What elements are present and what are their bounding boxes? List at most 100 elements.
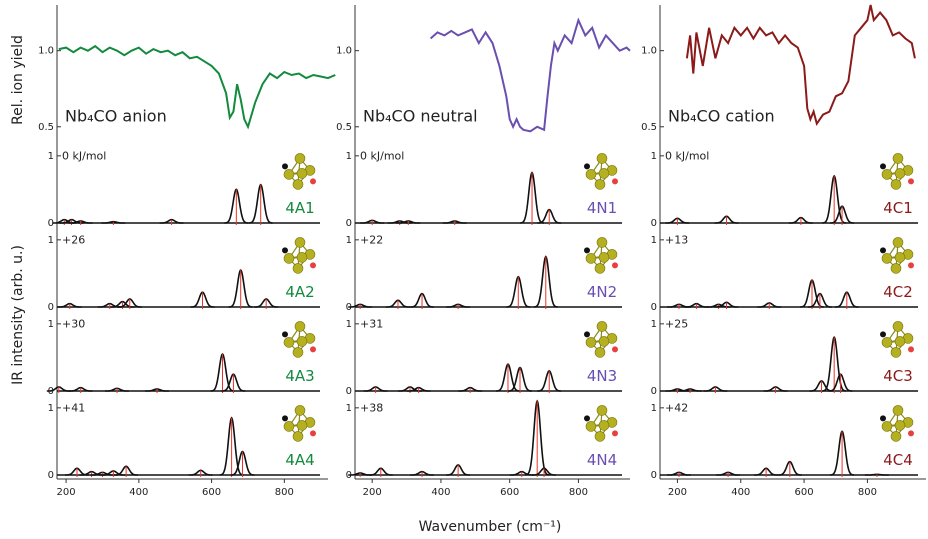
y-tick-label: 1 [651,319,657,330]
atom [908,262,914,268]
y-tick-label: 0.5 [641,122,657,133]
energy-label: +26 [62,233,85,246]
atom [282,163,288,169]
isomer-label: 4A2 [285,283,314,301]
atom [310,178,316,184]
atom [908,178,914,184]
atom [891,179,901,189]
energy-label: 0 kJ/mol [62,149,106,162]
atom [297,168,307,178]
y-tick-label: 0 [651,470,657,481]
atom [882,421,892,431]
x-tick-label: 200 [363,487,382,498]
x-tick-label: 800 [275,487,294,498]
atom [584,415,590,421]
atom [599,420,609,430]
atom [895,252,905,262]
figure: Rel. ion yield IR intensity (arb. u.) Wa… [0,0,928,539]
atom [908,430,914,436]
atom [597,405,607,415]
atom [293,347,303,357]
atom [284,421,294,431]
atom [297,252,307,262]
atom [295,405,305,415]
y-tick-label: 1.0 [641,46,657,57]
atom [595,179,605,189]
atom [599,336,609,346]
isomer-label: 4A4 [285,451,314,469]
y-tick-label: 0 [651,386,657,397]
atom [891,263,901,273]
atom [891,431,901,441]
isomer-label: 4N2 [587,283,617,301]
y-tick-label: 1.0 [38,46,54,57]
y-tick-label: 0 [346,218,352,229]
y-tick-label: 0 [346,386,352,397]
energy-label: +30 [62,317,85,330]
panel-title: Nb₄CO cation [668,107,775,126]
isomer-label: 4A1 [285,199,314,217]
atom [295,153,305,163]
energy-label: +42 [665,401,688,414]
y-tick-label: 0 [651,218,657,229]
y-axis-label: IR intensity (arb. u.) [10,245,26,385]
atom [297,420,307,430]
atom [597,237,607,247]
y-tick-label: 1 [346,151,352,162]
atom [284,169,294,179]
y-tick-label: 1 [346,403,352,414]
atom [295,321,305,331]
atom [597,153,607,163]
atom [893,153,903,163]
atom [282,331,288,337]
atom [295,237,305,247]
atom [310,430,316,436]
y-tick-label: 1 [651,151,657,162]
atom [895,168,905,178]
y-tick-label: 1.0 [336,46,352,57]
atom [612,430,618,436]
atom [893,237,903,247]
atom [599,252,609,262]
isomer-label: 4C2 [883,283,913,301]
y-tick-label: 1 [48,235,54,246]
energy-label: +13 [665,233,688,246]
x-tick-label: 800 [858,487,877,498]
atom [891,347,901,357]
y-tick-label: 1 [346,235,352,246]
x-tick-label: 600 [500,487,519,498]
atom [310,262,316,268]
energy-label: 0 kJ/mol [360,149,404,162]
atom [908,346,914,352]
atom [595,263,605,273]
atom [612,346,618,352]
isomer-label: 4N3 [587,367,617,385]
energy-label: +22 [360,233,383,246]
panel-title: Nb₄CO anion [65,107,167,126]
isomer-label: 4C1 [883,199,913,217]
atom [599,168,609,178]
energy-label: +38 [360,401,383,414]
y-tick-label: 1 [651,403,657,414]
energy-label: +41 [62,401,85,414]
atom [297,336,307,346]
x-tick-label: 600 [795,487,814,498]
atom [293,263,303,273]
atom [880,247,886,253]
atom [595,347,605,357]
atom [893,405,903,415]
atom [882,253,892,263]
atom [882,337,892,347]
energy-label: +31 [360,317,383,330]
atom [586,421,596,431]
atom [282,247,288,253]
atom [895,336,905,346]
atom [595,431,605,441]
y-tick-label: 0 [48,302,54,313]
x-tick-label: 800 [569,487,588,498]
atom [293,179,303,189]
atom [282,415,288,421]
y-tick-label: 0 [651,302,657,313]
atom [612,178,618,184]
isomer-label: 4N1 [587,199,617,217]
